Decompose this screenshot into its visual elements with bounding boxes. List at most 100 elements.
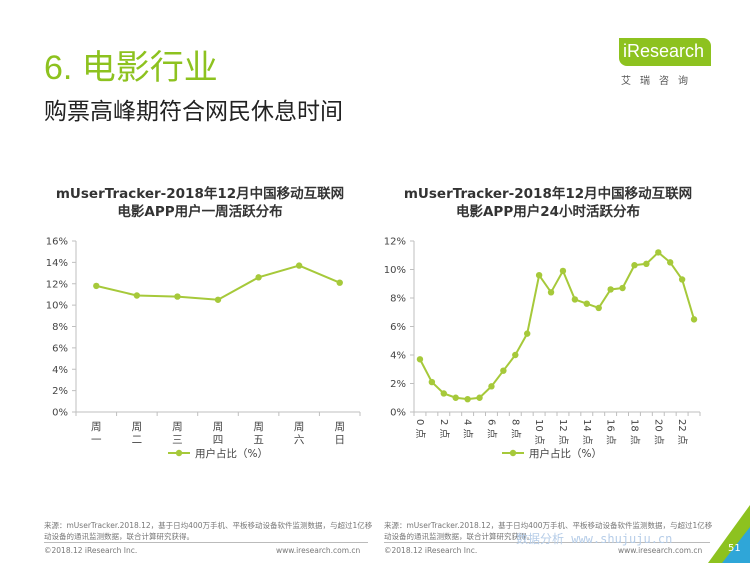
legend-label: 用户占比（%） [195,447,268,460]
y-tick-label: 0% [52,408,68,419]
source-note-left: 来源：mUserTracker.2018.12，基于日均400万手机、平板移动设… [44,521,373,541]
website-right: www.iresearch.com.cn [618,546,703,555]
chart-title: mUserTracker-2018年12月中国移动互联网 电影APP用户一周活跃… [30,185,370,221]
y-tick-label: 14% [46,258,68,269]
data-point [583,300,590,307]
weekly-line-chart: 0%2%4%6%8%10%12%14%16%周一周二周三周四周五周六周日用户占比… [46,237,361,460]
x-tick-label: 日 [334,434,345,446]
x-tick-label: 周 [91,421,102,433]
x-tick-label: 10 点 [533,419,545,445]
data-point [174,293,181,300]
chart-title-line2: 电影APP用户一周活跃分布 [117,204,283,220]
data-point [416,356,424,363]
y-tick-label: 6% [390,322,406,333]
data-point [631,262,638,269]
data-point [643,260,650,267]
chart-title: mUserTracker-2018年12月中国移动互联网 电影APP用户24小时… [378,185,718,221]
data-point [667,259,674,266]
data-point [512,351,519,359]
section-title: 6. 电影行业 [44,49,218,87]
x-tick-label: 周 [132,421,143,433]
data-point [571,296,579,303]
data-point [655,249,662,256]
x-tick-label: 周 [334,421,345,433]
data-point [535,272,543,279]
copyright-left: ©2018.12 iResearch Inc. [44,546,138,555]
y-tick-label: 10% [46,301,68,312]
logo-text: iResearch [623,41,705,61]
data-point [607,286,614,293]
y-tick-label: 12% [384,237,406,248]
data-point [464,395,471,403]
y-tick-label: 8% [390,294,406,305]
legend-label: 用户占比（%） [529,447,602,460]
y-tick-label: 2% [52,386,68,397]
data-point [524,330,531,337]
corner-decoration [708,505,750,563]
data-point [440,390,447,397]
x-tick-label: 周 [294,421,305,433]
data-point [295,262,303,269]
page-number: 51 [728,543,741,554]
x-tick-label: 周 [213,421,224,433]
chart-title-line1: mUserTracker-2018年12月中国移动互联网 [55,186,345,202]
data-point [476,394,483,401]
logo-subtext: 艾瑞咨询 [621,76,697,87]
x-tick-label: 周 [253,421,263,433]
y-tick-label: 6% [52,343,68,354]
footer-divider-left [44,542,368,543]
data-point [690,316,698,323]
x-tick-label: 22 点 [676,419,688,445]
y-tick-label: 2% [390,379,406,390]
x-tick-label: 6 点 [485,419,497,439]
data-point [452,394,459,401]
y-tick-label: 8% [52,322,68,333]
series-line [96,264,341,301]
x-tick-label: 六 [294,434,305,446]
x-tick-label: 周 [172,421,183,433]
x-tick-label: 二 [132,434,143,446]
x-tick-label: 四 [213,434,224,446]
series-line [419,251,695,401]
x-tick-label: 18 点 [628,419,640,445]
x-tick-label: 20 点 [652,419,664,445]
data-point [214,296,222,303]
weekly-activity-chart: mUserTracker-2018年12月中国移动互联网 电影APP用户一周活跃… [30,185,370,475]
data-point [559,267,567,275]
page-subtitle: 购票高峰期符合网民休息时间 [44,99,343,125]
y-tick-label: 0% [390,408,406,419]
corner-triangle-blue [722,527,750,563]
x-tick-label: 一 [91,434,102,446]
y-tick-label: 4% [52,365,68,376]
x-tick-label: 12 点 [557,419,569,445]
footer-divider-right [384,542,710,543]
data-point [595,304,602,312]
x-tick-label: 0 点 [414,419,426,439]
data-point [547,289,555,296]
website-left: www.iresearch.com.cn [276,546,361,555]
x-tick-label: 三 [172,434,183,446]
watermark: 数据分析 www.shujuju.cn [516,532,673,546]
data-point [678,276,686,283]
hourly-line-chart: 0% 2% 4% 6% 8% 10% 12% 0 点 2 点 4 点 6 点 8 点 10 点 12 点 1… [384,237,701,460]
data-point [500,367,507,374]
data-point [133,292,141,299]
y-tick-label: 4% [390,351,406,362]
x-tick-label: 2 点 [438,419,450,439]
legend-marker [509,449,517,457]
data-point [488,383,495,390]
hourly-activity-chart: mUserTracker-2018年12月中国移动互联网 电影APP用户24小时… [378,185,718,475]
y-tick-label: 10% [384,265,406,276]
x-tick-label: 4 点 [462,419,474,439]
y-tick-label: 16% [46,237,68,248]
chart-title-line2: 电影APP用户24小时活跃分布 [455,204,641,220]
x-tick-label: 8 点 [509,419,521,439]
x-tick-label: 14 点 [581,419,593,445]
data-point [255,274,262,281]
legend-marker [175,449,183,457]
x-tick-label: 16 点 [605,419,617,445]
source-note-right: 来源：mUserTracker.2018.12，基于日均400万手机、平板移动设… [384,521,713,541]
data-point [336,279,343,286]
iresearch-logo: iResearch 艾瑞咨询 [617,38,713,88]
logo-badge [619,38,711,66]
